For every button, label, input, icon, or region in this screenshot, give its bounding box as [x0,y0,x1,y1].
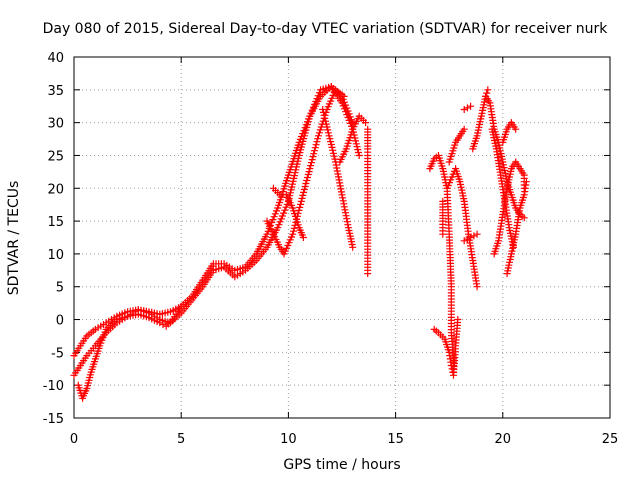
plot-frame [73,56,611,419]
data-point-markers [443,165,481,291]
data-point-markers [490,158,528,258]
y-tick-label: 10 [47,248,64,263]
series-arc-m [445,125,468,166]
series-arc-r [488,125,517,251]
x-tick-label: 5 [177,432,185,447]
grid-lines [74,57,610,418]
axis-ticks [73,56,611,419]
data-point-markers [364,125,372,278]
y-tick-labels: -15 -10 -5 0 5 10 15 20 25 30 35 40 [43,51,64,427]
data-point-markers [430,316,462,379]
x-tick-label: 20 [495,432,512,447]
y-tick-label: 30 [47,117,64,132]
series-arc-l [443,165,481,291]
series-arc-i [426,152,457,376]
data-point-markers [426,152,457,376]
data-point-markers [503,178,530,278]
series-arc-s [490,158,528,258]
series-arc-f [319,106,357,251]
y-tick-label: -10 [43,379,64,394]
data-point-markers [439,197,447,238]
data-point-markers [74,302,185,402]
data-point-markers [319,106,357,251]
x-axis-label: GPS time / hours [283,457,400,473]
x-tick-label: 0 [70,432,78,447]
series-arc-u [503,178,530,278]
y-tick-label: 0 [56,314,64,329]
x-tick-label: 10 [280,432,297,447]
y-axis-label: SDTVAR / TECUs [6,181,22,296]
series-arc-n [460,230,481,245]
data-point-markers [445,125,468,166]
y-tick-label: 5 [56,281,64,296]
series-arc-k [439,197,447,238]
y-tick-label: -15 [43,412,64,427]
x-tick-label: 25 [602,432,619,447]
series-arc-o [460,102,475,113]
y-tick-label: 25 [47,149,64,164]
x-tick-label: 15 [387,432,404,447]
chart-title: Day 080 of 2015, Sidereal Day-to-day VTE… [43,21,609,37]
data-point-markers [499,119,520,146]
series-arc-j [430,316,462,379]
y-tick-label: 20 [47,182,64,197]
data-point-markers [70,83,357,360]
series-arc-a [70,83,357,360]
data-point-markers [460,230,481,245]
data-point-markers [488,125,517,251]
series-arc-h [364,125,372,278]
x-tick-labels: 0 5 10 15 20 25 [70,432,618,447]
y-tick-label: 35 [47,84,64,99]
y-tick-label: 40 [47,51,64,66]
series-arc-t [499,119,520,146]
data-points [70,83,530,402]
y-tick-label: 15 [47,215,64,230]
y-tick-label: -5 [51,346,64,361]
data-point-markers [336,112,370,166]
series-arc-g [336,112,370,166]
data-point-markers [269,184,307,241]
data-point-markers [460,102,475,113]
series-arc-c [74,302,185,402]
series-arc-e [269,184,307,241]
